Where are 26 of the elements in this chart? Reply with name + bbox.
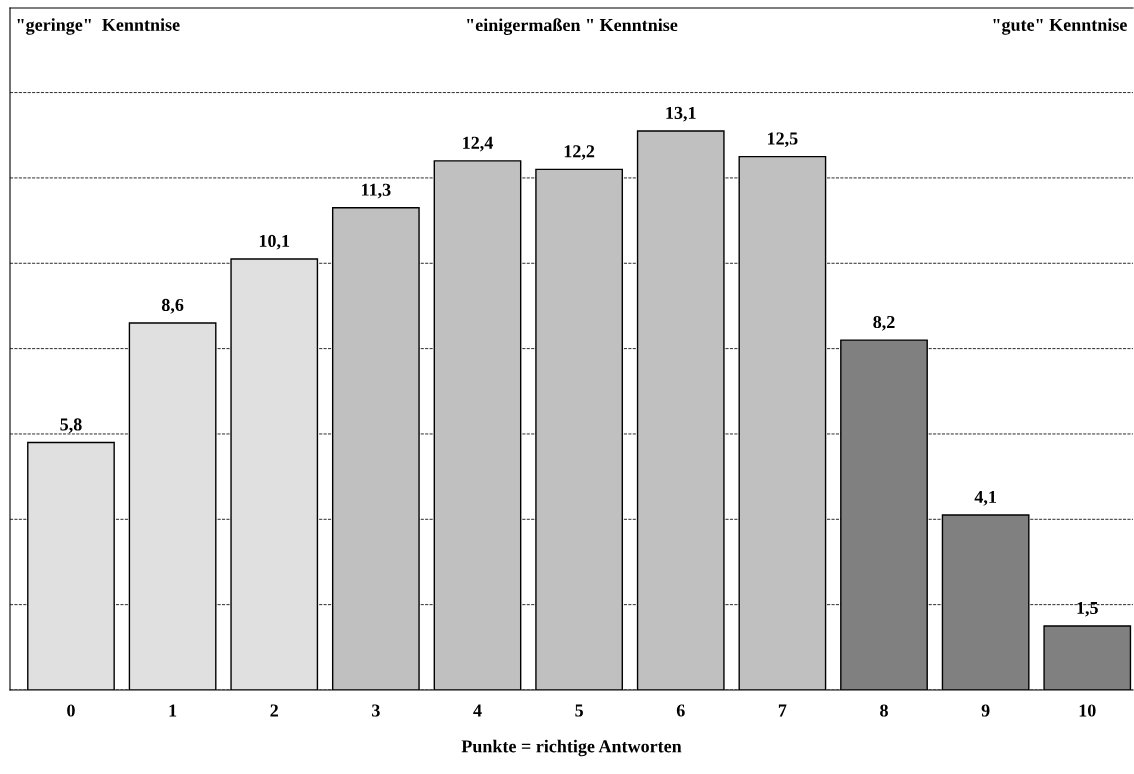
x-axis-title: Punkte = richtige Antworten [461, 739, 682, 757]
x-tick-label: 8 [880, 704, 888, 717]
x-tick-label: 4 [473, 704, 482, 717]
data-label: 8,2 [873, 315, 895, 331]
data-label: 11,3 [362, 183, 391, 199]
text: "gute" Kenntnise [993, 18, 1127, 35]
data-label: 12,4 [463, 136, 493, 152]
x-tick-label: 0 [67, 704, 75, 717]
data-label: 10,1 [259, 234, 290, 250]
data-label: 8,6 [161, 298, 184, 314]
data-label: 12,2 [564, 145, 595, 161]
x-tick-label: 6 [676, 704, 685, 717]
x-tick-label: 5 [575, 704, 583, 717]
data-label: 5,8 [60, 418, 82, 434]
x-tick-label: 9 [981, 704, 990, 717]
data-label: 13,1 [666, 106, 696, 122]
text: "geringe" Kenntnise [17, 18, 180, 35]
x-tick-label: 10 [1079, 704, 1096, 717]
x-tick-label: 2 [270, 704, 278, 717]
x-tick-label: 7 [778, 704, 787, 717]
text: "einigermaßen " Kenntnise [467, 18, 678, 35]
x-tick-label: 1 [169, 704, 177, 717]
data-label: 4,1 [974, 490, 996, 506]
data-label: 1,5 [1077, 601, 1098, 617]
x-tick-label: 3 [372, 704, 380, 717]
data-label: 12,5 [768, 132, 798, 148]
